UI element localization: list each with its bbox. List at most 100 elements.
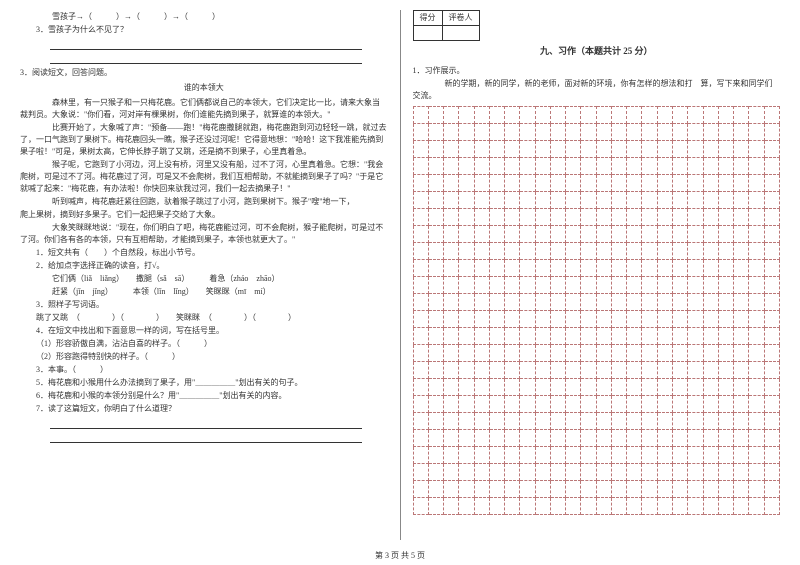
grid-cell	[444, 225, 459, 242]
grid-cell	[657, 123, 672, 140]
grid-cell	[566, 429, 581, 446]
grid-cell	[611, 429, 626, 446]
grid-cell	[428, 429, 443, 446]
grid-cell	[764, 327, 779, 344]
grid-cell	[581, 378, 596, 395]
grid-cell	[688, 463, 703, 480]
grid-cell	[688, 106, 703, 123]
grid-cell	[718, 259, 733, 276]
grid-cell	[749, 480, 764, 497]
grid-cell	[688, 123, 703, 140]
grid-cell	[428, 157, 443, 174]
grid-cell	[611, 157, 626, 174]
grid-cell	[505, 259, 520, 276]
grid-cell	[657, 378, 672, 395]
grid-cell	[718, 395, 733, 412]
grid-cell	[520, 106, 535, 123]
grid-cell	[688, 276, 703, 293]
grid-cell	[642, 412, 657, 429]
grid-cell	[581, 310, 596, 327]
grid-cell	[474, 157, 489, 174]
grid-cell	[428, 327, 443, 344]
grid-cell	[673, 395, 688, 412]
grid-cell	[505, 293, 520, 310]
grid-cell	[581, 191, 596, 208]
grid-cell	[642, 242, 657, 259]
grid-cell	[535, 191, 550, 208]
grid-cell	[764, 480, 779, 497]
grid-cell	[428, 242, 443, 259]
grid-cell	[520, 497, 535, 514]
grid-cell	[505, 123, 520, 140]
grid-cell	[718, 123, 733, 140]
grid-cell	[642, 429, 657, 446]
grid-cell	[474, 276, 489, 293]
grid-cell	[596, 361, 611, 378]
grid-cell	[535, 310, 550, 327]
grid-cell	[474, 208, 489, 225]
grid-cell	[596, 463, 611, 480]
grid-cell	[428, 497, 443, 514]
grid-cell	[718, 140, 733, 157]
grid-cell	[505, 157, 520, 174]
grid-cell	[520, 310, 535, 327]
grid-cell	[550, 480, 565, 497]
grid-cell	[505, 361, 520, 378]
grid-cell	[413, 225, 428, 242]
grid-cell	[596, 191, 611, 208]
section-title: 九、习作（本题共计 25 分）	[413, 45, 781, 59]
grid-cell	[749, 208, 764, 225]
grid-cell	[657, 259, 672, 276]
grid-cell	[673, 463, 688, 480]
grid-cell	[657, 310, 672, 327]
grid-cell	[444, 310, 459, 327]
grid-cell	[459, 412, 474, 429]
grid-cell	[673, 174, 688, 191]
grid-cell	[749, 446, 764, 463]
grid-cell	[688, 225, 703, 242]
grid-cell	[673, 259, 688, 276]
grid-cell	[444, 157, 459, 174]
grid-cell	[428, 310, 443, 327]
sub-q1: 1．短文共有（ ）个自然段，标出小节号。	[20, 247, 388, 259]
grid-cell	[520, 191, 535, 208]
grid-cell	[581, 276, 596, 293]
grid-cell	[688, 293, 703, 310]
grid-cell	[413, 412, 428, 429]
grid-cell	[718, 378, 733, 395]
grid-cell	[749, 463, 764, 480]
grid-cell	[718, 157, 733, 174]
grid-cell	[734, 276, 749, 293]
grid-cell	[444, 412, 459, 429]
grid-cell	[749, 157, 764, 174]
grid-cell	[459, 429, 474, 446]
grid-cell	[459, 310, 474, 327]
grid-cell	[550, 208, 565, 225]
grid-cell	[474, 378, 489, 395]
grid-cell	[611, 225, 626, 242]
grid-cell	[444, 327, 459, 344]
grid-cell	[413, 497, 428, 514]
score-header: 得分	[413, 11, 442, 26]
grid-cell	[718, 446, 733, 463]
grid-cell	[459, 208, 474, 225]
grid-cell	[459, 293, 474, 310]
grid-cell	[749, 344, 764, 361]
grid-cell	[596, 446, 611, 463]
grid-cell	[550, 412, 565, 429]
grid-cell	[535, 429, 550, 446]
grid-cell	[428, 259, 443, 276]
grid-cell	[581, 293, 596, 310]
grid-cell	[611, 327, 626, 344]
grid-cell	[718, 463, 733, 480]
grid-cell	[444, 463, 459, 480]
question-3: 3．阅读短文，回答问题。	[20, 67, 388, 79]
answer-line	[50, 53, 362, 64]
grid-cell	[444, 378, 459, 395]
grid-cell	[703, 361, 718, 378]
grid-cell	[718, 276, 733, 293]
grid-cell	[444, 242, 459, 259]
grid-cell	[688, 157, 703, 174]
grid-cell	[459, 191, 474, 208]
grid-cell	[734, 310, 749, 327]
